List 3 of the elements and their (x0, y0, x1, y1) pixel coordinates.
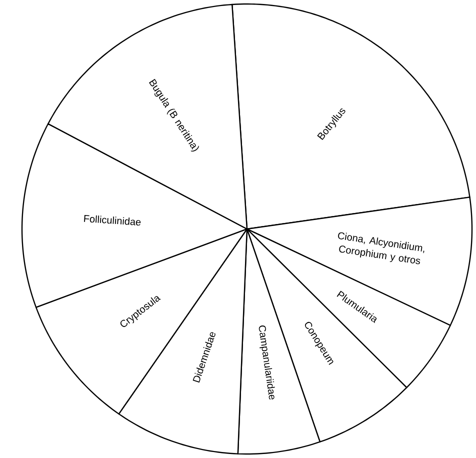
slice-label: Ciona, Alcyonidium, Corophium y otros (338, 232, 424, 264)
slice-label: Campanulariidae (258, 325, 275, 400)
slice-label: Folliculinidae (84, 215, 141, 226)
